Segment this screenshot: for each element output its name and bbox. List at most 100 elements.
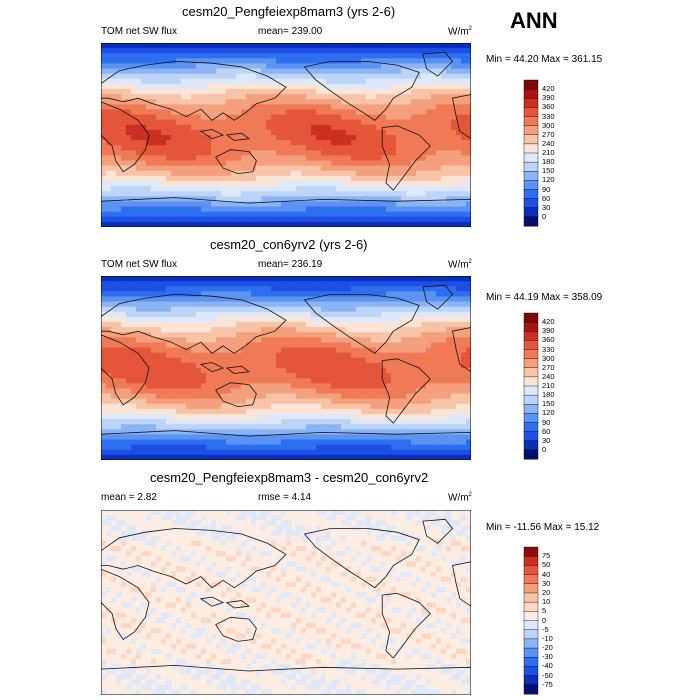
colorbar-tick-label: -5 <box>542 624 549 634</box>
colorbar-tick-label: 180 <box>542 390 555 400</box>
colorbar-tick-label: 390 <box>542 326 555 336</box>
coastline <box>452 94 471 140</box>
colorbar-tick-label: 5 <box>542 606 547 616</box>
coastline <box>452 561 471 607</box>
units-label: W/m2 <box>448 259 472 271</box>
colorbar-swatch <box>523 657 539 667</box>
coastline <box>101 568 150 641</box>
colorbar-swatch <box>523 376 539 387</box>
colorbar-swatch <box>523 180 539 191</box>
coastline <box>101 430 471 460</box>
colorbar-tick-label: 50 <box>542 560 551 570</box>
colorbar-tick-label: 120 <box>542 175 555 185</box>
colorbar-tick-label: 60 <box>542 426 551 436</box>
colorbar-swatch <box>523 161 539 172</box>
colorbar-tick-label: 330 <box>542 111 555 121</box>
colorbar-tick-label: 30 <box>542 578 551 588</box>
colorbar-tick-label: 0 <box>542 211 547 221</box>
colorbar-tick-label: 0 <box>542 615 547 625</box>
panel-title: cesm20_Pengfeiexp8mam3 - cesm20_con6yrv2 <box>150 470 429 485</box>
colorbar-tick-label: 60 <box>542 193 551 203</box>
colorbar-tick-label: 20 <box>542 587 551 597</box>
panel-title: cesm20_con6yrv2 (yrs 2-6) <box>210 237 368 252</box>
colorbar-swatch <box>523 574 539 585</box>
coastline <box>303 294 420 354</box>
colorbar-tick-label: 270 <box>542 362 555 372</box>
colorbar-swatch <box>523 666 539 677</box>
colorbar-tick-label: 270 <box>542 129 555 139</box>
coastline <box>381 358 431 424</box>
colorbar-tick-label: -30 <box>542 652 553 662</box>
variable-label: TOM net SW flux <box>101 26 177 37</box>
coastline <box>422 51 454 77</box>
colorbar-swatch <box>523 134 539 145</box>
colorbar-swatch <box>523 107 539 118</box>
colorbar-tick-label: 150 <box>542 166 555 176</box>
colorbar-tick-label: 0 <box>542 444 547 454</box>
coastline <box>381 125 431 191</box>
coastline <box>199 129 225 140</box>
colorbar-tick-label: 75 <box>542 551 551 561</box>
colorbar-tick-label: 30 <box>542 202 551 212</box>
coastline <box>101 197 471 227</box>
colorbar-swatch <box>523 171 539 181</box>
colorbar-swatch <box>523 638 539 649</box>
colorbar-tick-label: 210 <box>542 381 555 390</box>
coastline <box>422 518 454 544</box>
colorbar-tick-label: 180 <box>542 157 555 167</box>
coastline <box>101 664 471 695</box>
colorbar-tick-label: -40 <box>542 661 553 671</box>
map-panel-3 <box>101 510 471 695</box>
colorbar-swatch <box>523 143 539 154</box>
colorbar-swatch <box>523 440 539 451</box>
colorbar-swatch <box>523 340 539 351</box>
season-label: ANN <box>510 8 558 33</box>
colorbar-swatch <box>523 152 539 163</box>
colorbar-tick-label: 300 <box>542 120 555 130</box>
colorbar-swatch <box>523 422 539 433</box>
colorbar-swatch <box>523 449 539 460</box>
coastline <box>101 528 287 589</box>
colorbar-swatch <box>523 394 539 405</box>
mean-label: mean= 236.19 <box>258 259 323 270</box>
coastline <box>215 382 257 408</box>
min-max-label: Min = -11.56 Max = 15.12 <box>486 522 600 533</box>
colorbar-tick-label: 360 <box>542 335 555 345</box>
colorbar-tick-label: 90 <box>542 184 551 194</box>
colorbar-tick-label: 360 <box>542 102 555 112</box>
coastline <box>215 616 257 642</box>
colorbar-swatch <box>523 98 539 108</box>
colorbar-swatch <box>523 331 539 341</box>
colorbar-tick-label: 240 <box>542 371 555 381</box>
colorbar-swatch <box>523 413 539 424</box>
colorbar-swatch <box>523 684 539 695</box>
colorbar-swatch <box>523 647 539 658</box>
rmse-label: rmse = 4.14 <box>258 492 312 503</box>
colorbar-swatch <box>523 601 539 612</box>
colorbar-tick-label: 390 <box>542 93 555 103</box>
colorbar-tick-label: -75 <box>542 679 553 689</box>
coastline <box>199 362 225 373</box>
colorbar-swatch <box>523 385 539 396</box>
colorbar-swatch <box>523 312 539 323</box>
colorbar-swatch <box>523 404 539 414</box>
units-label: W/m2 <box>448 26 472 38</box>
colorbar-swatch <box>523 592 539 603</box>
colorbar-tick-label: 420 <box>542 84 555 94</box>
colorbar-swatch <box>523 675 539 686</box>
panel-title: cesm20_Pengfeiexp8mam3 (yrs 2-6) <box>182 4 396 19</box>
colorbar-swatch <box>523 216 539 227</box>
mean-label: mean= 239.00 <box>258 26 323 37</box>
colorbar-swatch <box>523 555 539 566</box>
colorbar-tick-label: 10 <box>542 597 551 607</box>
coastline <box>215 149 257 175</box>
coastline <box>303 61 420 121</box>
map-panel-1 <box>101 43 471 227</box>
colorbar-swatch <box>523 358 539 369</box>
coastline <box>225 365 251 374</box>
coastline <box>303 528 420 589</box>
colorbar-tick-label: 240 <box>542 138 555 148</box>
coastline <box>199 596 225 607</box>
coastline <box>225 600 251 609</box>
